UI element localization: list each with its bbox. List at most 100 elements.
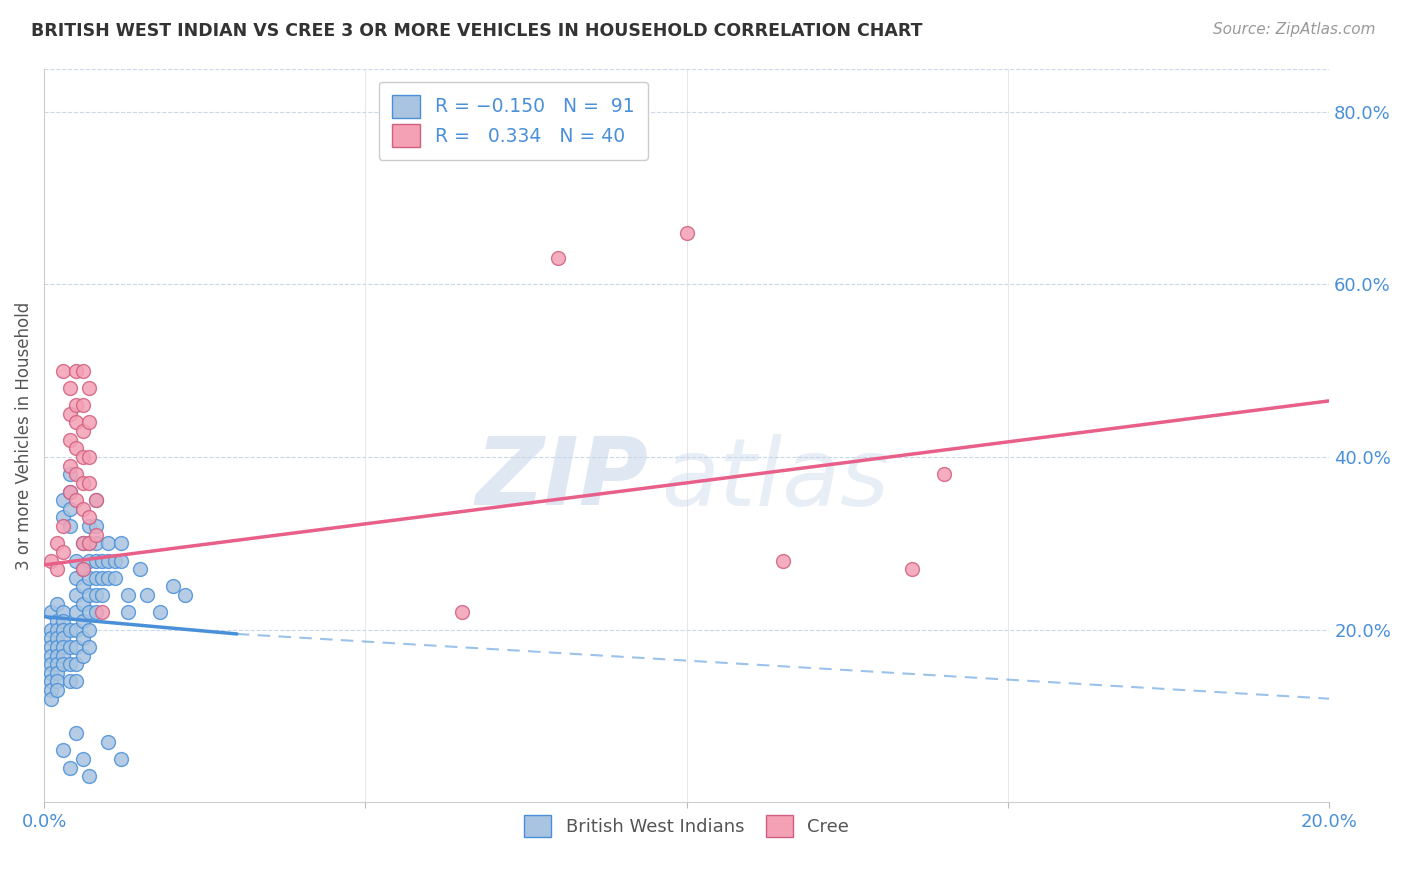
Point bbox=[46, 674, 69, 689]
Point bbox=[52, 648, 75, 663]
Point bbox=[52, 605, 75, 619]
Point bbox=[772, 553, 794, 567]
Point bbox=[46, 683, 69, 698]
Point bbox=[59, 407, 82, 421]
Point bbox=[91, 605, 114, 619]
Point bbox=[97, 553, 120, 567]
Point bbox=[77, 519, 100, 533]
Point bbox=[91, 553, 114, 567]
Point bbox=[110, 553, 132, 567]
Text: atlas: atlas bbox=[661, 434, 889, 524]
Point bbox=[72, 424, 94, 438]
Point bbox=[52, 657, 75, 672]
Text: BRITISH WEST INDIAN VS CREE 3 OR MORE VEHICLES IN HOUSEHOLD CORRELATION CHART: BRITISH WEST INDIAN VS CREE 3 OR MORE VE… bbox=[31, 22, 922, 40]
Point bbox=[46, 536, 69, 550]
Point bbox=[59, 623, 82, 637]
Point bbox=[72, 450, 94, 464]
Point bbox=[59, 761, 82, 775]
Point bbox=[65, 364, 87, 378]
Point bbox=[77, 475, 100, 490]
Point bbox=[77, 536, 100, 550]
Point bbox=[65, 442, 87, 456]
Point bbox=[59, 484, 82, 499]
Point bbox=[135, 588, 157, 602]
Point bbox=[77, 605, 100, 619]
Point bbox=[59, 381, 82, 395]
Point bbox=[84, 527, 107, 541]
Point bbox=[39, 691, 62, 706]
Point bbox=[52, 510, 75, 524]
Point bbox=[65, 623, 87, 637]
Point bbox=[84, 493, 107, 508]
Point bbox=[547, 252, 569, 266]
Point bbox=[72, 752, 94, 766]
Point bbox=[39, 665, 62, 680]
Point bbox=[65, 553, 87, 567]
Point bbox=[65, 674, 87, 689]
Point bbox=[52, 493, 75, 508]
Point bbox=[97, 571, 120, 585]
Point bbox=[59, 501, 82, 516]
Point bbox=[65, 657, 87, 672]
Point bbox=[39, 632, 62, 646]
Point bbox=[39, 623, 62, 637]
Point bbox=[72, 536, 94, 550]
Text: ZIP: ZIP bbox=[475, 434, 648, 525]
Point bbox=[59, 433, 82, 447]
Point bbox=[65, 493, 87, 508]
Point bbox=[104, 571, 127, 585]
Point bbox=[84, 605, 107, 619]
Point bbox=[84, 553, 107, 567]
Point bbox=[72, 632, 94, 646]
Point bbox=[72, 579, 94, 593]
Point bbox=[72, 562, 94, 576]
Point bbox=[39, 640, 62, 654]
Point bbox=[72, 597, 94, 611]
Point bbox=[77, 450, 100, 464]
Point bbox=[65, 416, 87, 430]
Point bbox=[52, 364, 75, 378]
Point bbox=[174, 588, 197, 602]
Point bbox=[84, 571, 107, 585]
Point bbox=[84, 588, 107, 602]
Point bbox=[46, 648, 69, 663]
Point bbox=[65, 588, 87, 602]
Point bbox=[91, 571, 114, 585]
Point bbox=[65, 571, 87, 585]
Point bbox=[46, 623, 69, 637]
Point bbox=[46, 614, 69, 628]
Point bbox=[675, 226, 697, 240]
Point bbox=[77, 381, 100, 395]
Point bbox=[59, 674, 82, 689]
Point bbox=[59, 484, 82, 499]
Point bbox=[65, 398, 87, 412]
Point bbox=[59, 640, 82, 654]
Point bbox=[77, 553, 100, 567]
Legend: British West Indians, Cree: British West Indians, Cree bbox=[517, 808, 856, 845]
Point bbox=[77, 536, 100, 550]
Y-axis label: 3 or more Vehicles in Household: 3 or more Vehicles in Household bbox=[15, 301, 32, 569]
Point bbox=[77, 769, 100, 783]
Point bbox=[450, 605, 472, 619]
Text: Source: ZipAtlas.com: Source: ZipAtlas.com bbox=[1212, 22, 1375, 37]
Point bbox=[52, 640, 75, 654]
Point bbox=[84, 536, 107, 550]
Point bbox=[117, 605, 139, 619]
Point bbox=[72, 648, 94, 663]
Point bbox=[97, 536, 120, 550]
Point bbox=[52, 614, 75, 628]
Point bbox=[72, 614, 94, 628]
Point bbox=[97, 735, 120, 749]
Point bbox=[39, 605, 62, 619]
Point bbox=[52, 743, 75, 757]
Point bbox=[52, 545, 75, 559]
Point bbox=[46, 597, 69, 611]
Point bbox=[59, 519, 82, 533]
Point bbox=[39, 553, 62, 567]
Point bbox=[65, 467, 87, 482]
Point bbox=[900, 562, 922, 576]
Point bbox=[52, 519, 75, 533]
Point bbox=[39, 648, 62, 663]
Point bbox=[46, 640, 69, 654]
Point bbox=[77, 623, 100, 637]
